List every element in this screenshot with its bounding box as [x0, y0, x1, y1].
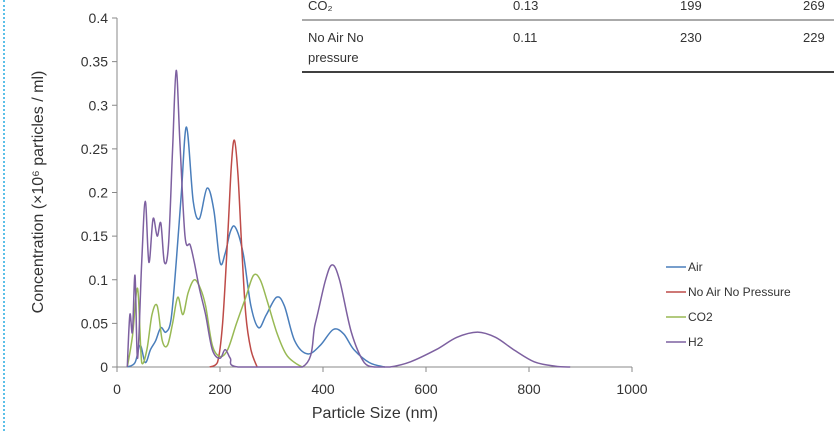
y-tick-label: 0.4 — [89, 10, 109, 26]
table-row-2-value-1: 0.11 — [513, 30, 537, 45]
series-line-h2 — [126, 69, 571, 368]
x-tick-label: 0 — [113, 381, 121, 397]
series-line-co2 — [126, 273, 303, 368]
y-tick-label: 0.2 — [89, 185, 109, 201]
inset-table: CO₂ 0.13 199 269 No Air No pressure 0.11… — [302, 0, 834, 73]
x-tick-label: 400 — [311, 381, 335, 397]
x-tick-label: 200 — [208, 381, 232, 397]
legend-label-co2: CO2 — [688, 310, 713, 324]
y-axis-ticks: 0 0.05 0.1 0.15 0.2 0.25 0.3 0.35 0.4 — [81, 10, 117, 375]
table-row-1-value-3: 269 — [803, 0, 825, 13]
legend-label-air: Air — [688, 260, 703, 274]
table-row-2-value-2: 230 — [680, 30, 702, 45]
series-lines — [126, 69, 571, 368]
legend-label-h2: H2 — [688, 335, 704, 349]
table-row-1-value-1: 0.13 — [513, 0, 538, 13]
y-tick-label: 0.1 — [89, 272, 109, 288]
y-tick-label: 0 — [100, 359, 108, 375]
table-row-1-label: CO₂ — [308, 0, 333, 13]
x-axis-ticks: 0 200 400 600 800 1000 — [113, 367, 648, 397]
legend-label-no-air-no-pressure: No Air No Pressure — [688, 285, 791, 299]
series-line-air — [126, 126, 385, 368]
y-tick-label: 0.15 — [81, 228, 108, 244]
table-row-2-label-line-1: No Air No — [308, 30, 364, 45]
series-line-no-air-no-pressure — [209, 139, 258, 368]
left-dotted-border — [0, 0, 5, 431]
y-tick-label: 0.35 — [81, 54, 108, 70]
table-row-2-label-line-2: pressure — [308, 50, 359, 65]
table-row-2-value-3: 229 — [803, 30, 825, 45]
y-tick-label: 0.3 — [89, 97, 109, 113]
y-axis-title: Concentration (×10⁶ particles / ml) — [30, 71, 47, 314]
legend: Air No Air No Pressure CO2 H2 — [666, 260, 791, 349]
x-tick-label: 600 — [414, 381, 438, 397]
x-axis-title: Particle Size (nm) — [312, 405, 438, 422]
table-row-1-value-2: 199 — [680, 0, 702, 13]
y-tick-label: 0.25 — [81, 141, 108, 157]
y-tick-label: 0.05 — [81, 315, 108, 331]
x-tick-label: 800 — [517, 381, 541, 397]
x-tick-label: 1000 — [616, 381, 647, 397]
